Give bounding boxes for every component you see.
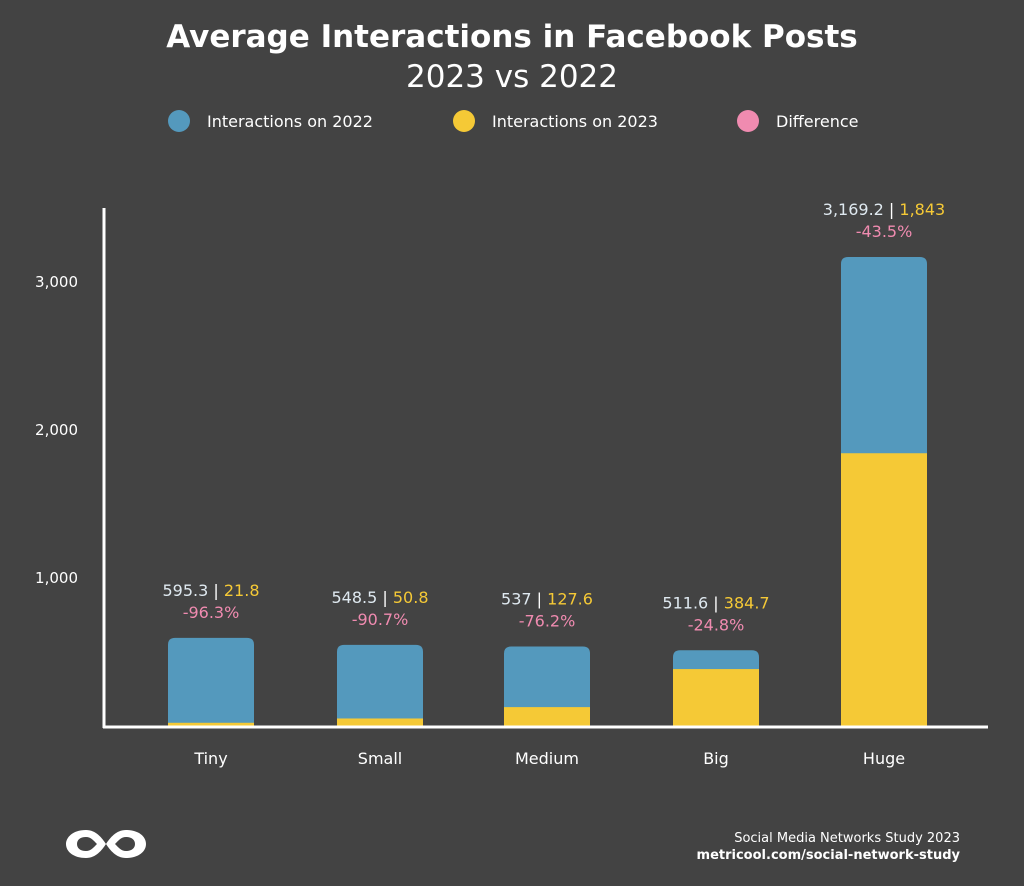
bar-2023 <box>337 718 423 728</box>
data-label-2023: 384.7 <box>724 593 770 612</box>
footer-credit: Social Media Networks Study 2023 metrico… <box>697 830 960 864</box>
chart-subtitle: 2023 vs 2022 <box>406 59 618 95</box>
data-label-separator: | <box>708 593 724 612</box>
data-label-2023: 21.8 <box>224 581 260 600</box>
legend-item-difference: Difference <box>737 110 858 132</box>
y-tick-label: 2,000 <box>35 421 78 439</box>
data-label: 595.3 | 21.8 <box>163 581 260 600</box>
legend-item-2023: Interactions on 2023 <box>453 110 658 132</box>
data-label-2022: 537 <box>501 590 532 609</box>
legend-swatch-2023 <box>453 110 475 132</box>
infinity-logo-icon <box>64 826 148 866</box>
y-tick-label: 1,000 <box>35 569 78 587</box>
legend-label-2023: Interactions on 2023 <box>492 111 658 131</box>
bar-2022 <box>168 637 254 726</box>
data-label-separator: | <box>377 588 393 607</box>
data-label: 511.6 | 384.7 <box>662 593 769 612</box>
data-label-separator: | <box>208 581 224 600</box>
data-label-2023: 50.8 <box>393 588 429 607</box>
footer-line-1: Social Media Networks Study 2023 <box>734 831 960 846</box>
data-label-2022: 3,169.2 <box>823 200 884 219</box>
difference-label: -24.8% <box>688 615 745 634</box>
data-label: 548.5 | 50.8 <box>332 588 429 607</box>
x-tick-label: Huge <box>863 749 905 768</box>
legend-swatch-2022 <box>168 110 190 132</box>
data-label-2023: 1,843 <box>899 200 945 219</box>
chart-title: Average Interactions in Facebook Posts <box>166 19 858 55</box>
data-label: 537 | 127.6 <box>501 590 593 609</box>
data-label-2022: 595.3 <box>163 581 209 600</box>
data-label-separator: | <box>884 200 900 219</box>
y-tick-label: 3,000 <box>35 273 78 291</box>
x-tick-label: Tiny <box>193 749 227 768</box>
data-label-2022: 548.5 <box>332 588 378 607</box>
difference-label: -90.7% <box>352 610 409 629</box>
x-tick-label: Small <box>358 749 402 768</box>
difference-label: -96.3% <box>183 603 240 622</box>
bar-2022 <box>337 644 423 726</box>
difference-label: -76.2% <box>519 612 576 631</box>
legend-item-2022: Interactions on 2022 <box>168 110 373 132</box>
legend-label-2022: Interactions on 2022 <box>207 111 373 131</box>
bar-2023 <box>673 669 759 728</box>
data-label-separator: | <box>532 590 548 609</box>
bar-2023 <box>168 722 254 728</box>
bar-2022 <box>504 646 590 726</box>
data-label-2022: 511.6 <box>662 593 708 612</box>
bar-2023 <box>841 453 927 728</box>
difference-label: -43.5% <box>856 222 913 241</box>
x-tick-label: Medium <box>515 749 579 768</box>
data-label: 3,169.2 | 1,843 <box>823 200 945 219</box>
bar-2023 <box>504 707 590 728</box>
footer-line-2: metricool.com/social-network-study <box>696 848 960 863</box>
data-label-2023: 127.6 <box>547 590 593 609</box>
legend: Interactions on 2022 Interactions on 202… <box>0 110 1024 140</box>
legend-label-difference: Difference <box>776 111 859 131</box>
x-tick-label: Big <box>703 749 729 768</box>
legend-swatch-difference <box>737 110 759 132</box>
